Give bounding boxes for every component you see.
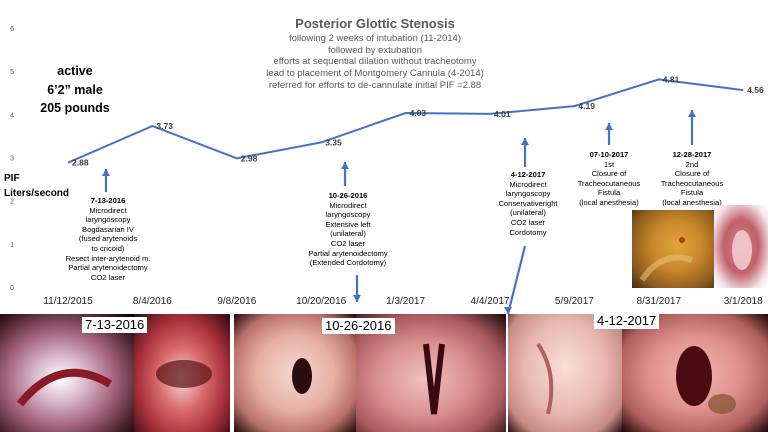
chart-subtitle: following 2 weeks of intubation (11-2014… [210,33,540,92]
x-tick-label: 9/8/2016 [217,296,256,307]
annotation-line: Tracheocutaneous [660,178,724,188]
data-label: 2.88 [72,158,89,168]
x-tick-label: 11/12/2015 [43,296,93,307]
annotation-line: (unilateral) [330,229,366,239]
arrow-4-12-2017-photo-head [504,307,512,314]
y-axis-label: PIF Liters/second [4,171,69,201]
endoscopy-photo-5 [508,314,622,432]
annotation-line: Closure of [591,169,627,179]
annotation-line: (unilateral) [510,208,546,218]
x-tick-label: 8/4/2016 [133,296,172,307]
series-line [67,78,744,164]
patient-info: active 6’2” male 205 pounds [20,62,130,118]
annotation-line: CO2 laser [90,272,126,282]
annotation-line: to cricoid) [91,243,125,253]
subtitle-line: followed by extubation [327,44,422,56]
annotation-line: Fistula [597,188,621,198]
arrow-4-12-2017-photo [506,245,527,315]
y-axis-label-line: Liters/second [4,188,70,199]
patient-line: 6’2” male [47,82,103,97]
annotation-7-13-2016: 7-13-2016 Microdirect laryngoscopy Bogda… [58,196,158,282]
annotation-line: Fistula [680,188,704,198]
photo-label-4-12-2017: 4-12-2017 [594,313,660,329]
annotation-line: Bogdasarian IV [82,224,134,234]
annotation-line: Resect inter-arytenoid m. [65,253,151,263]
subtitle-line: referred for efforts to de-cannulate ini… [268,79,482,91]
data-label: 4.01 [494,109,511,119]
data-label: 4.56 [747,85,764,95]
y-tick-label: 3 [10,156,14,163]
annotation-line: (local anesthesia) [579,197,639,207]
y-tick-label: 6 [10,26,14,33]
annotation-line: Tracheocutaneous [577,178,641,188]
annotation-date: 07-10-2017 [589,150,629,159]
photo-label-10-26-2016: 10-26-2016 [322,318,395,334]
neck-fistula-photo [632,210,714,288]
arrow-12-28-2017-head [688,110,696,117]
annotation-date: 7-13-2016 [90,196,126,205]
annotation-07-10-2017: 07-10-2017 1st Closure of Tracheocutaneo… [568,150,650,208]
annotation-line: laryngoscopy [505,189,551,199]
annotation-line: laryngoscopy [85,215,131,225]
x-tick-label: 4/4/2017 [471,296,510,307]
annotation-line: Closure of [674,169,710,179]
patient-line: active [57,64,93,78]
annotation-date: 12-28-2017 [672,150,712,159]
arrow-4-12-2017-head [521,138,529,145]
subtitle-line: efforts at sequential dilation without t… [273,56,477,68]
data-label: 4.81 [663,74,680,84]
patient-line: 205 pounds [40,101,110,115]
subtitle-line: following 2 weeks of intubation (11-2014… [289,33,461,44]
x-tick-label: 5/9/2017 [555,296,594,307]
arrow-10-26-2016-head [341,162,349,169]
y-tick-label: 5 [10,69,14,76]
annotation-line: CO2 laser [330,238,366,248]
annotation-line: Microdirect [89,205,127,215]
annotation-12-28-2017: 12-28-2017 2nd Closure of Tracheocutaneo… [650,150,734,208]
annotation-line: CO2 laser [510,217,546,227]
y-tick-label: 2 [10,199,14,206]
y-axis-label-line: PIF [4,173,20,184]
data-label: 3.73 [156,121,173,131]
arrow-10-26-2016-photo-head [353,295,361,302]
data-label: 4.03 [410,108,427,118]
annotation-line: Partial arytenoidectomy [308,248,388,258]
subtitle-line: lead to placement of Montgomery Cannula … [266,68,484,80]
annotation-line: Extensive left [325,219,371,229]
annotation-line: Cordotomy [509,227,547,237]
x-tick-label: 3/1/2018 [724,296,763,307]
annotation-line: laryngoscopy [325,210,371,220]
data-label: 4.19 [578,101,595,111]
arrow-07-10-2017-head [605,123,613,130]
annotation-line: Partial arytenoidectomy [68,263,148,273]
arrow-7-13-2016-head [102,169,110,176]
x-tick-label: 1/3/2017 [386,296,425,307]
annotation-10-26-2016: 10-26-2016 Microdirect laryngoscopy Exte… [288,191,408,268]
photo-label-7-13-2016: 7-13-2016 [82,317,148,333]
endoscopy-photo-4 [356,314,506,432]
annotation-line: Microdirect [509,179,547,189]
chart-title: Posterior Glottic Stenosis [295,16,455,31]
data-label: 3.35 [325,137,342,147]
endoscopy-photo-2 [134,314,230,432]
annotation-line: 2nd [685,159,699,169]
annotation-line: (Extended Cordotomy) [309,258,387,268]
annotation-line: 1st [603,159,615,169]
annotation-date: 10-26-2016 [328,191,368,200]
annotation-4-12-2017: 4-12-2017 Microdirect laryngoscopy Conse… [486,170,570,237]
x-tick-label: 8/31/2017 [637,296,682,307]
endoscopy-photo-6 [622,314,768,432]
y-tick-label: 1 [10,242,14,249]
endoscopy-photo-1 [0,314,134,432]
annotation-line: (fused arytenoids [78,234,138,244]
y-tick-label: 0 [10,285,14,292]
x-tick-label: 10/20/2016 [296,296,346,307]
data-label: 2.98 [241,153,258,163]
annotation-line: (local anesthesia) [662,197,722,207]
fistula-closeup-photo [714,205,768,288]
annotation-date: 4-12-2017 [510,170,546,179]
annotation-line: Microdirect [329,200,367,210]
y-tick-label: 4 [10,112,14,119]
annotation-line: Conservativeright [498,198,558,208]
